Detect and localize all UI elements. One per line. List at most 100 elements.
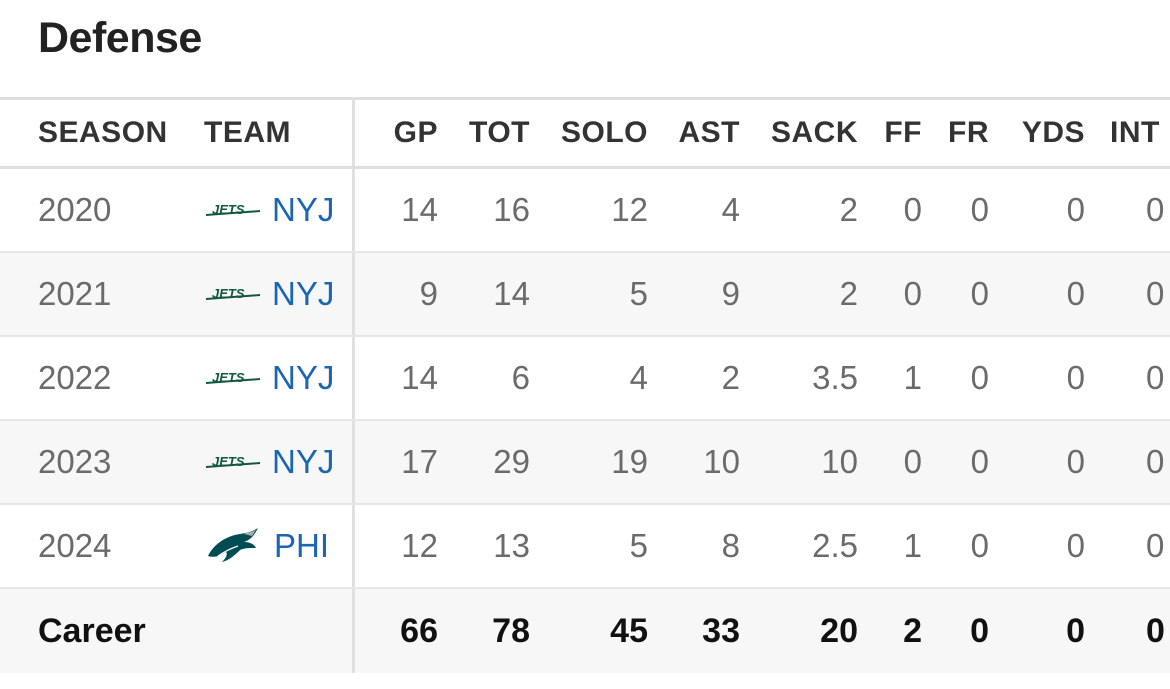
eagles-logo-icon xyxy=(208,528,258,562)
fr-cell: 0 xyxy=(970,191,989,228)
ast-cell: 2 xyxy=(721,359,740,396)
team-cell[interactable]: JETS NYJ xyxy=(204,337,334,419)
gp-cell: 66 xyxy=(400,611,438,650)
ff-cell: 2 xyxy=(903,611,922,650)
ff-cell: 0 xyxy=(903,191,922,228)
int-cell: 0 xyxy=(1146,527,1165,564)
ff-cell: 1 xyxy=(903,359,922,396)
col-header-tot[interactable]: TOT xyxy=(469,116,530,149)
solo-cell: 5 xyxy=(629,527,648,564)
table-row: 2023 JETS NYJ 17 29 19 10 10 0 0 0 0 xyxy=(0,421,1170,505)
tot-cell: 6 xyxy=(511,359,530,396)
column-divider xyxy=(352,169,355,251)
team-cell[interactable]: PHI xyxy=(204,505,329,587)
career-label: Career xyxy=(38,611,146,650)
sack-cell: 10 xyxy=(821,443,858,480)
yds-cell: 0 xyxy=(1066,275,1085,312)
gp-cell: 14 xyxy=(401,191,438,228)
fr-cell: 0 xyxy=(970,611,989,650)
table-row: 2021 JETS NYJ 9 14 5 9 2 0 0 0 0 xyxy=(0,253,1170,337)
solo-cell: 12 xyxy=(611,191,648,228)
career-totals-row: Career 66 78 45 33 20 2 0 0 0 xyxy=(0,589,1170,673)
team-link[interactable]: NYJ xyxy=(272,359,335,396)
int-cell: 0 xyxy=(1146,611,1165,650)
col-header-fr[interactable]: FR xyxy=(948,116,989,149)
sack-cell: 2 xyxy=(839,275,858,312)
section-title: Defense xyxy=(38,14,202,62)
tot-cell: 29 xyxy=(493,443,530,480)
yds-cell: 0 xyxy=(1066,527,1085,564)
tot-cell: 78 xyxy=(492,611,530,650)
yds-cell: 0 xyxy=(1066,359,1085,396)
col-header-solo[interactable]: SOLO xyxy=(560,116,648,149)
season-cell: 2021 xyxy=(38,275,112,312)
tot-cell: 14 xyxy=(493,275,530,312)
column-divider xyxy=(352,589,355,673)
column-divider xyxy=(352,337,355,419)
svg-text:JETS: JETS xyxy=(212,202,245,217)
gp-cell: 9 xyxy=(419,275,438,312)
ff-cell: 1 xyxy=(903,527,922,564)
season-cell: 2020 xyxy=(38,191,112,228)
col-header-sack[interactable]: SACK xyxy=(770,116,858,149)
col-header-ast[interactable]: AST xyxy=(678,116,740,149)
team-link[interactable]: PHI xyxy=(274,527,330,564)
team-link[interactable]: NYJ xyxy=(272,443,335,480)
table-row: 2020 JETS NYJ 14 16 12 4 2 0 0 0 0 xyxy=(0,169,1170,253)
int-cell: 0 xyxy=(1146,359,1165,396)
column-divider xyxy=(352,253,355,335)
svg-text:JETS: JETS xyxy=(212,370,245,385)
ff-cell: 0 xyxy=(903,443,922,480)
tot-cell: 13 xyxy=(493,527,530,564)
col-header-team[interactable]: TEAM xyxy=(204,116,291,149)
yds-cell: 0 xyxy=(1066,611,1085,650)
season-cell: 2023 xyxy=(38,443,112,480)
sack-cell: 2.5 xyxy=(812,527,858,564)
team-link[interactable]: NYJ xyxy=(272,275,335,312)
ast-cell: 4 xyxy=(721,191,740,228)
table-header-row: SEASON TEAM GP TOT SOLO AST SACK FF FR Y… xyxy=(0,97,1170,169)
sack-cell: 3.5 xyxy=(812,359,858,396)
jets-logo-icon: JETS xyxy=(206,370,260,385)
ast-cell: 8 xyxy=(721,527,740,564)
ast-cell: 33 xyxy=(702,611,740,650)
ast-cell: 10 xyxy=(703,443,740,480)
solo-cell: 5 xyxy=(629,275,648,312)
gp-cell: 14 xyxy=(401,359,438,396)
team-cell[interactable]: JETS NYJ xyxy=(204,169,334,251)
col-header-season[interactable]: SEASON xyxy=(38,116,168,149)
col-header-int[interactable]: INT xyxy=(1110,116,1160,149)
col-header-yds[interactable]: YDS xyxy=(1021,116,1085,149)
table-row: 2022 JETS NYJ 14 6 4 2 3.5 1 0 0 0 xyxy=(0,337,1170,421)
gp-cell: 17 xyxy=(401,443,438,480)
fr-cell: 0 xyxy=(970,275,989,312)
tot-cell: 16 xyxy=(493,191,530,228)
sack-cell: 2 xyxy=(839,191,858,228)
column-divider xyxy=(352,505,355,587)
jets-logo-icon: JETS xyxy=(206,286,260,301)
team-cell[interactable]: JETS NYJ xyxy=(204,253,334,335)
fr-cell: 0 xyxy=(970,359,989,396)
int-cell: 0 xyxy=(1146,275,1165,312)
sack-cell: 20 xyxy=(820,611,858,650)
svg-text:JETS: JETS xyxy=(212,286,245,301)
fr-cell: 0 xyxy=(970,443,989,480)
season-cell: 2024 xyxy=(38,527,112,564)
yds-cell: 0 xyxy=(1066,443,1085,480)
team-cell[interactable]: JETS NYJ xyxy=(204,421,334,503)
solo-cell: 45 xyxy=(610,611,648,650)
int-cell: 0 xyxy=(1146,443,1165,480)
defense-stats-table: SEASON TEAM GP TOT SOLO AST SACK FF FR Y… xyxy=(0,97,1170,689)
ff-cell: 0 xyxy=(903,275,922,312)
team-link[interactable]: NYJ xyxy=(272,191,335,228)
gp-cell: 12 xyxy=(401,527,438,564)
yds-cell: 0 xyxy=(1066,191,1085,228)
svg-text:JETS: JETS xyxy=(212,454,245,469)
fr-cell: 0 xyxy=(970,527,989,564)
col-header-ff[interactable]: FF xyxy=(884,116,922,149)
season-cell: 2022 xyxy=(38,359,112,396)
jets-logo-icon: JETS xyxy=(206,202,260,217)
ast-cell: 9 xyxy=(721,275,740,312)
col-header-gp[interactable]: GP xyxy=(393,116,438,149)
column-divider xyxy=(352,100,355,166)
